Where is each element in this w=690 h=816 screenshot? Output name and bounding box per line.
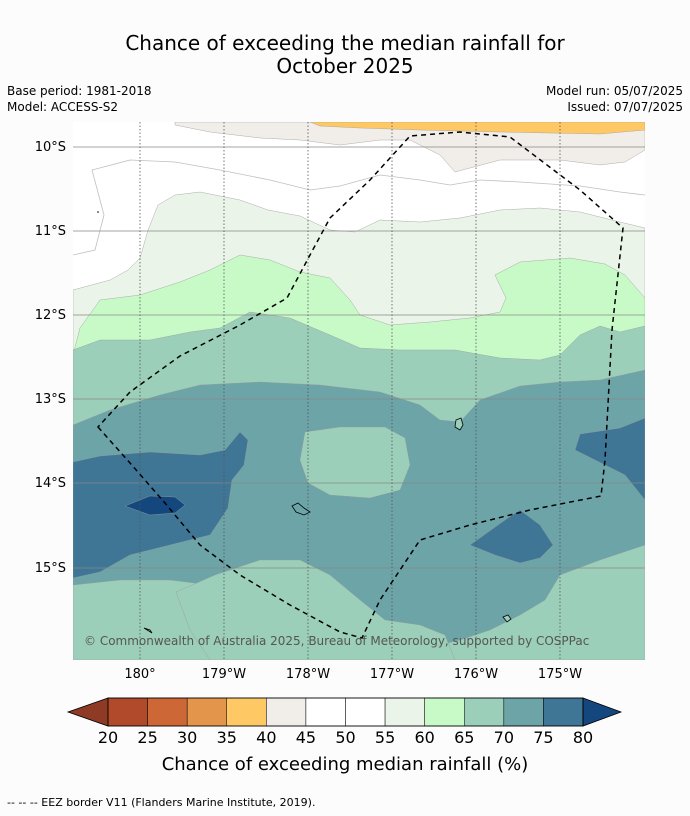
colorbar-swatch [503, 697, 544, 727]
base-period-text: Base period: 1981-2018 [7, 84, 152, 98]
copyright-text: © Commonwealth of Australia 2025, Bureau… [84, 634, 589, 648]
colorbar-swatch [266, 697, 307, 727]
island-2 [291, 502, 311, 516]
colorbar-tick-label: 50 [335, 728, 355, 747]
colorbar-swatch [147, 697, 188, 727]
lon-label: 178°W [286, 667, 330, 682]
eez-legend-text: -- -- -- EEZ border V11 (Flanders Marine… [7, 796, 316, 809]
lon-label: 175°W [538, 667, 582, 682]
lon-labels: 180° 179°W 178°W 177°W 176°W 175°W [124, 667, 582, 682]
colorbar-swatch [305, 697, 346, 727]
eez-border [96, 131, 624, 639]
contour-75-80-southeast [469, 509, 554, 564]
colorbar-swatch [345, 697, 386, 727]
model-run-text: Model run: 05/07/2025 [545, 84, 683, 98]
lat-label: 12°S [35, 308, 66, 323]
colorbar-tick-label: 45 [296, 728, 316, 747]
lon-label: 176°W [454, 667, 498, 682]
contour-35-40 [309, 122, 645, 135]
issued-text: Issued: 07/07/2025 [567, 100, 683, 114]
colorbar-tick-label: 70 [494, 728, 514, 747]
colorbar-extend-high [582, 697, 623, 727]
colorbar-swatches [66, 697, 623, 727]
island-5 [97, 211, 99, 213]
colorbar-tick-label: 20 [98, 728, 118, 747]
colorbar-tick-label: 65 [454, 728, 474, 747]
lat-labels: 10°S 11°S 12°S 13°S 14°S 15°S [35, 140, 66, 576]
island-1 [454, 417, 464, 431]
map-title-line-2: October 2025 [276, 54, 414, 78]
colorbar-swatch [107, 697, 148, 727]
island-4 [143, 627, 153, 634]
colorbar-swatch [464, 697, 505, 727]
lat-label: 10°S [35, 140, 66, 155]
model-text: Model: ACCESS-S2 [7, 100, 119, 114]
colorbar-tick-label: 60 [414, 728, 434, 747]
contour-65-70-south [175, 559, 456, 660]
colorbar-tick-label: 80 [573, 728, 593, 747]
colorbar-swatch [424, 697, 465, 727]
colorbar-label: Chance of exceeding median rainfall (%) [162, 754, 529, 775]
colorbar-tick-label: 55 [375, 728, 395, 747]
island-3 [502, 614, 512, 623]
contour-75-80-east [574, 417, 645, 501]
lon-label: 180° [124, 667, 155, 682]
meridian-lines [139, 122, 561, 660]
lat-label: 13°S [35, 392, 66, 407]
colorbar-swatch [543, 697, 584, 727]
colorbar-tick-label: 30 [177, 728, 197, 747]
lat-label: 14°S [35, 476, 66, 491]
colorbar-tick-label: 75 [533, 728, 553, 747]
lat-label: 11°S [35, 224, 66, 239]
colorbar-swatch [226, 697, 267, 727]
colorbar-frame [107, 697, 584, 727]
lon-label: 179°W [202, 667, 246, 682]
map-title-line-1: Chance of exceeding the median rainfall … [125, 31, 565, 55]
rainfall-map: © Commonwealth of Australia 2025, Bureau… [35, 122, 645, 775]
colorbar-ticks: 20 25 30 35 40 45 50 55 60 65 70 75 80 [98, 728, 593, 747]
colorbar-swatch [384, 697, 425, 727]
colorbar-swatch [186, 697, 228, 727]
colorbar-tick-label: 25 [137, 728, 157, 747]
meta-right: Model run: 05/07/2025 Issued: 07/07/2025 [546, 83, 683, 115]
colorbar-extend-low [66, 697, 109, 727]
contour-65-70-island [299, 426, 411, 499]
map-plot-area: © Commonwealth of Australia 2025, Bureau… [73, 122, 645, 660]
grid-lines [73, 146, 645, 569]
contour-line-50 [73, 159, 645, 256]
colorbar: 20 25 30 35 40 45 50 55 60 65 70 75 80 Chance of exc… [66, 697, 623, 775]
colorbar-tick-label: 40 [256, 728, 276, 747]
colorbar-tick-label: 35 [217, 728, 237, 747]
contour-40-45 [174, 122, 645, 173]
lat-label: 15°S [35, 561, 66, 576]
lon-label: 177°W [370, 667, 414, 682]
meta-left: Base period: 1981-2018 Model: ACCESS-S2 [7, 83, 152, 115]
